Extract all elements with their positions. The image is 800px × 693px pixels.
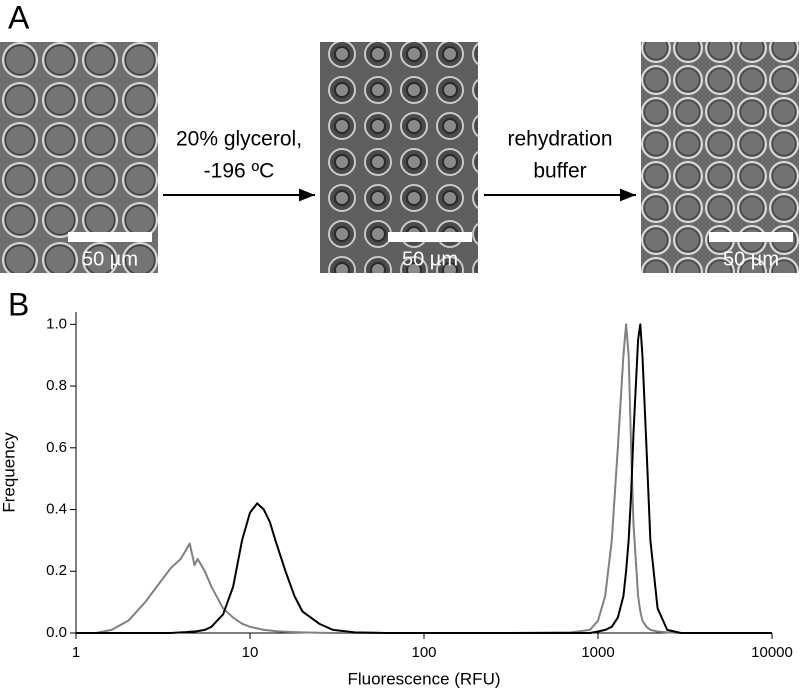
- series-line: [76, 323, 772, 634]
- y-axis-label: Frequency: [0, 432, 18, 513]
- y-tick-label: 0.4: [46, 501, 67, 518]
- panel-label: A: [8, 0, 30, 35]
- arrow-label: buffer: [533, 160, 586, 183]
- x-tick-label: 10: [242, 644, 259, 661]
- x-tick-label: 1: [72, 644, 80, 661]
- y-tick-label: 1.0: [46, 315, 67, 332]
- y-tick-label: 0.8: [46, 377, 67, 394]
- panel-a: 50 µm 50 µm 50 µm 20% glycerol, -196 ºC rehyd…: [0, 42, 799, 273]
- scale-bar-label: 50 µm: [82, 248, 138, 270]
- x-tick-label: 1000: [581, 644, 614, 661]
- scale-bar-label: 50 µm: [723, 248, 779, 270]
- x-tick-label: 10000: [751, 644, 793, 661]
- arrow-label: -196 ºC: [204, 160, 275, 183]
- y-tick-label: 0.2: [46, 562, 67, 579]
- x-axis-label: Fluorescence (RFU): [347, 669, 500, 688]
- y-tick-label: 0.6: [46, 439, 67, 456]
- y-tick-label: 0.0: [46, 624, 67, 641]
- chart: 0.0 0.2 0.4 0.6 0.8 1.0 1 10 100 1000 10000 Fluores…: [0, 312, 793, 688]
- arrow-label: 20% glycerol,: [176, 128, 302, 151]
- series-line: [76, 323, 772, 634]
- scale-bar: [388, 232, 472, 242]
- scale-bar: [68, 232, 152, 242]
- arrow-label: rehydration: [507, 128, 612, 151]
- scale-bar: [709, 232, 793, 242]
- scale-bar-label: 50 µm: [402, 248, 458, 270]
- x-tick-label: 100: [411, 644, 436, 661]
- panel-label: B: [8, 286, 29, 322]
